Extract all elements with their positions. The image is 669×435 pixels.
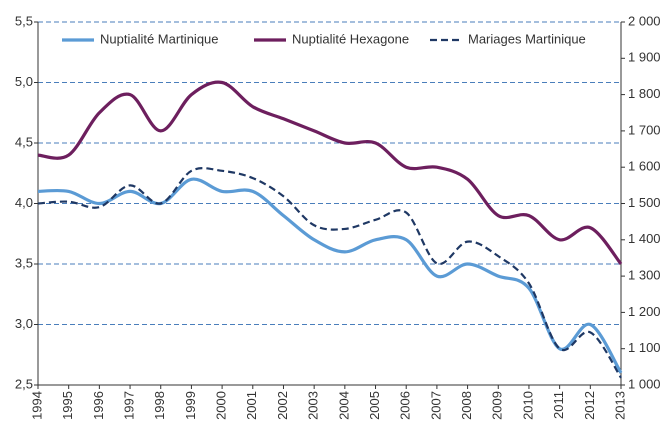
y2-tick-label: 1 400 <box>628 231 661 246</box>
legend-label: Nuptialité Hexagone <box>292 31 409 46</box>
y-tick-label: 2,5 <box>15 376 33 391</box>
x-tick-label: 2002 <box>275 391 290 420</box>
x-tick-label: 2013 <box>612 391 627 420</box>
y2-tick-label: 1 700 <box>628 122 661 137</box>
y2-tick-label: 1 300 <box>628 268 661 283</box>
x-tick-label: 1999 <box>183 391 198 420</box>
legend-label: Mariages Martinique <box>468 31 586 46</box>
x-tick-label: 1996 <box>91 391 106 420</box>
x-tick-label: 1998 <box>152 391 167 420</box>
x-tick-label: 2003 <box>306 391 321 420</box>
series-line <box>37 80 623 266</box>
y2-tick-label: 1 900 <box>628 50 661 65</box>
x-tick-label: 2012 <box>582 391 597 420</box>
y2-tick-label: 1 500 <box>628 195 661 210</box>
series-line <box>37 167 622 379</box>
x-tick-label: 2008 <box>459 391 474 420</box>
y2-tick-label: 1 100 <box>628 340 661 355</box>
x-tick-label: 2009 <box>490 391 505 420</box>
x-tick-label: 2007 <box>428 391 443 420</box>
x-tick-label: 2010 <box>520 391 535 420</box>
x-tick-label: 2004 <box>336 391 351 420</box>
x-tick-label: 2000 <box>214 391 229 420</box>
x-tick-label: 2005 <box>367 391 382 420</box>
y2-tick-label: 1 000 <box>628 376 661 391</box>
y2-tick-label: 2 000 <box>628 13 661 28</box>
y-tick-label: 5,0 <box>15 74 33 89</box>
x-tick-label: 1997 <box>121 391 136 420</box>
y-tick-label: 4,5 <box>15 134 33 149</box>
x-tick-label: 1994 <box>29 391 44 420</box>
y-tick-label: 3,5 <box>15 255 33 270</box>
x-tick-label: 2001 <box>244 391 259 420</box>
y2-tick-label: 1 200 <box>628 304 661 319</box>
x-tick-label: 2011 <box>551 391 566 419</box>
y-tick-label: 4,0 <box>15 195 33 210</box>
legend-label: Nuptialité Martinique <box>100 31 219 46</box>
series-line <box>37 177 623 374</box>
x-tick-label: 1995 <box>60 391 75 420</box>
y-tick-label: 3,0 <box>15 316 33 331</box>
y-tick-label: 5,5 <box>15 13 33 28</box>
y2-tick-label: 1 800 <box>628 86 661 101</box>
x-tick-label: 2006 <box>398 391 413 420</box>
y2-tick-label: 1 600 <box>628 159 661 174</box>
